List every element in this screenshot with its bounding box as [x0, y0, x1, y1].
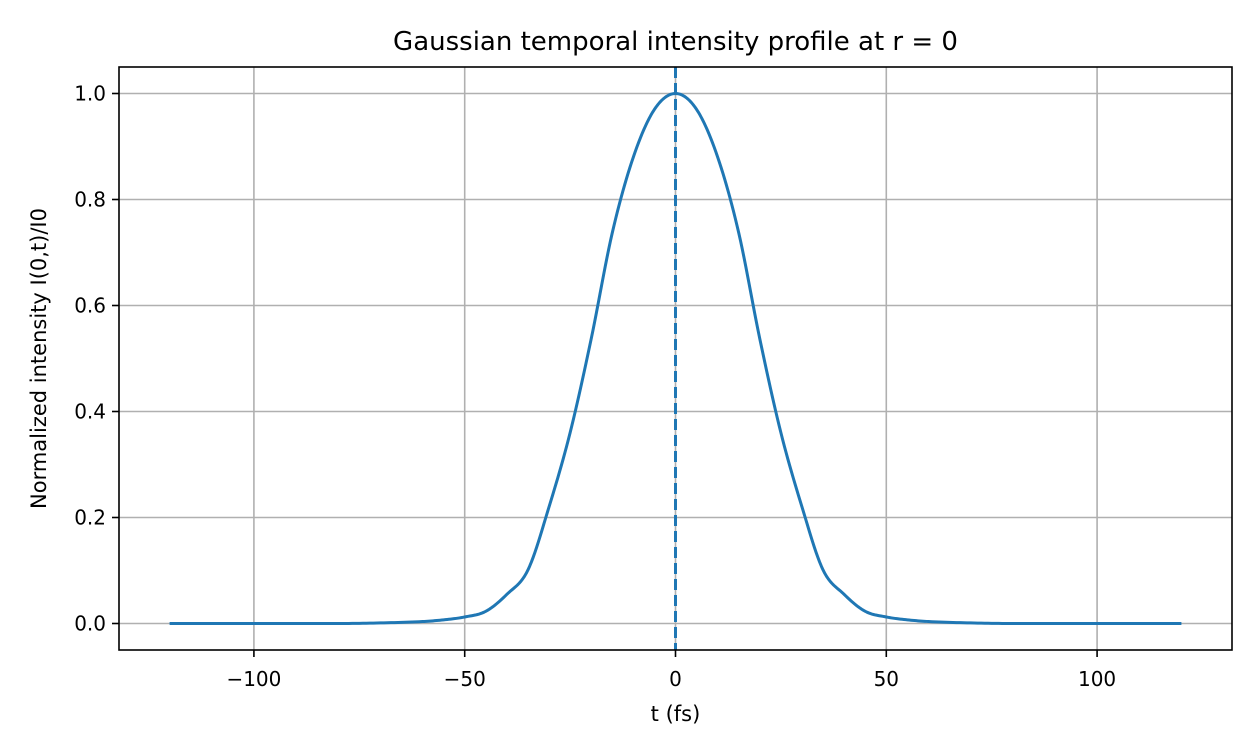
- y-axis-label: Normalized intensity I(0,t)/I0: [27, 208, 51, 509]
- x-tick-label: 50: [874, 667, 899, 691]
- x-tick-label: −50: [444, 667, 486, 691]
- x-axis-label: t (fs): [651, 702, 701, 726]
- y-tick-label: 0.0: [74, 612, 106, 636]
- x-tick-label: −100: [226, 667, 281, 691]
- plot-area: [169, 67, 1182, 650]
- y-tick-label: 0.6: [74, 294, 106, 318]
- x-tick-label: 100: [1078, 667, 1116, 691]
- y-tick-label: 0.4: [74, 400, 106, 424]
- chart-title: Gaussian temporal intensity profile at r…: [393, 27, 958, 57]
- x-tick-label: 0: [669, 667, 682, 691]
- axes-ticks: −100 −50 0 50 100 0.0 0.2 0.4 0.6 0.8 1.0: [74, 82, 1116, 692]
- y-tick-label: 1.0: [74, 82, 106, 106]
- y-tick-label: 0.8: [74, 188, 106, 212]
- y-tick-label: 0.2: [74, 506, 106, 530]
